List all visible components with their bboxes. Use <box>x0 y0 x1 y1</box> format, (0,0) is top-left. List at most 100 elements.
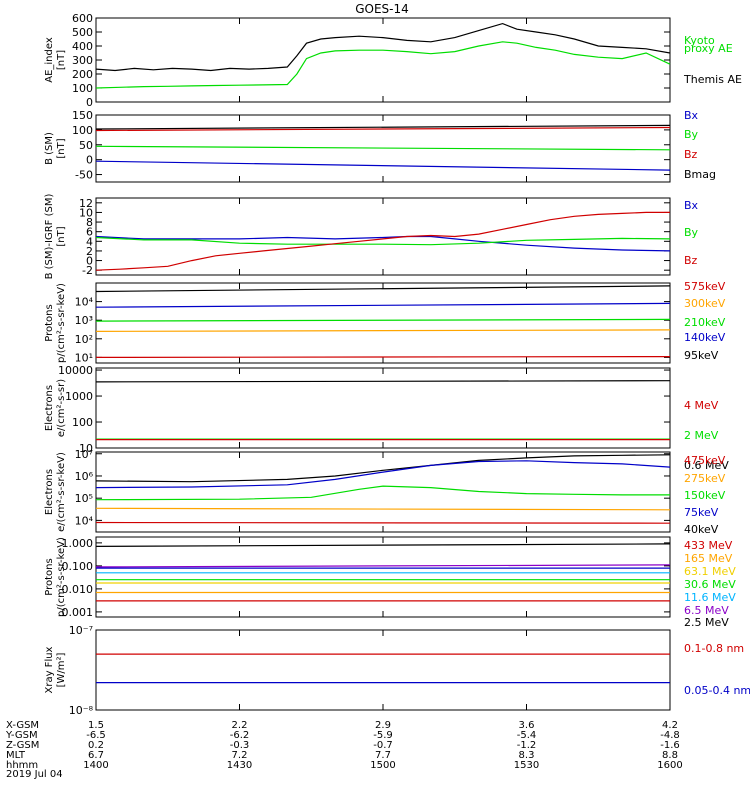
axis-row-value: 2.2 <box>232 720 248 731</box>
y-tick-label: 400 <box>72 40 93 53</box>
legend-entry: Kyoto <box>684 34 715 47</box>
legend-entry: 300keV <box>684 297 726 310</box>
series-line-green <box>95 318 671 322</box>
panel-8: 10⁻⁸ 10⁻⁷ Xray Flux [W/m²] 0.1-0.8 nm 0.05-0.… <box>44 624 750 717</box>
legend-entry: 575keV <box>684 280 726 293</box>
y-tick-label: 6 <box>86 226 93 239</box>
series-line-orange <box>95 507 671 511</box>
series-line-black <box>95 22 671 72</box>
panel-frame <box>95 17 671 103</box>
series-line-orange <box>95 329 671 332</box>
y-tick-label: 100 <box>72 82 93 95</box>
y-axis-label: p/(cm²-s-sr-keV) <box>56 537 67 617</box>
legend-entry: 4 MeV <box>684 399 719 412</box>
y-axis-label: B (SM) <box>44 132 55 165</box>
series-line-black <box>95 543 671 548</box>
y-axis-label: p/(cm²-s-sr-keV) <box>56 283 67 363</box>
y-tick-label: 200 <box>72 68 93 81</box>
series-line-green <box>95 41 671 89</box>
legend-entry: By <box>684 128 699 141</box>
y-tick-label: 0 <box>86 255 93 268</box>
series-line-black <box>95 454 671 483</box>
y-tick-label: 10⁻⁷ <box>69 624 93 637</box>
legend-entry: 6.5 MeV <box>684 604 729 617</box>
axis-row-value: 8.8 <box>662 750 678 761</box>
y-axis-label: Xray Flux <box>44 646 55 693</box>
panel-2: -50 0 50 100 150 B (SM) [nT] Bx By Bz Bmag <box>44 109 716 183</box>
axis-row-label: Y-GSM <box>5 730 38 741</box>
legend-entry: Bmag <box>684 168 716 181</box>
y-axis-label: B (SM)-IGRF (SM) <box>44 194 55 280</box>
axis-row-label: hhmm <box>6 760 38 771</box>
axis-row-value: 7.2 <box>232 750 248 761</box>
legend-entry: 75keV <box>684 506 719 519</box>
series-line-black <box>95 124 671 130</box>
axis-row-value: -5.9 <box>373 730 393 741</box>
legend-entry: 40keV <box>684 523 719 536</box>
panel-frame <box>95 367 671 449</box>
axis-row-label: MLT <box>6 750 26 761</box>
y-tick-label: 1.000 <box>62 537 94 550</box>
series-line-black <box>95 380 671 383</box>
y-tick-label: -2 <box>82 264 93 277</box>
y-axis-label: e/(cm²-s-sr-keV) <box>56 452 67 532</box>
legend-entry: Bz <box>684 254 698 267</box>
series-line-green <box>95 236 671 246</box>
y-tick-label: 10 <box>79 442 93 455</box>
legend-entry: 0.05-0.4 nm <box>684 684 750 697</box>
time-axis-block: X-GSM 1.5 2.2 2.9 3.6 4.2 Y-GSM -6.5 -6.2 -5.9 -5.… <box>5 720 683 780</box>
axis-row-value: 6.7 <box>88 750 104 761</box>
y-axis-label: e/(cm²-s-sr) <box>56 379 67 437</box>
axis-row-value: 1530 <box>514 760 539 771</box>
legend-entry: 30.6 MeV <box>684 578 736 591</box>
legend-entry: Bz <box>684 148 698 161</box>
series-line-red <box>95 211 670 271</box>
y-tick-label: 10000 <box>58 364 93 377</box>
y-tick-label: 0 <box>86 96 93 109</box>
legend-entry: 475keV <box>684 454 726 467</box>
y-axis-label: [W/m²] <box>56 652 67 687</box>
series-line-red <box>95 521 671 524</box>
axis-row-value: 0.2 <box>88 740 104 751</box>
series-line-green <box>95 485 670 501</box>
panel-frame <box>95 536 671 618</box>
legend-entry: 11.6 MeV <box>684 591 736 604</box>
axis-row-value: -5.4 <box>517 730 537 741</box>
y-tick-label: 10⁴ <box>75 514 94 527</box>
y-tick-label: 1000 <box>65 390 93 403</box>
series-line-black <box>95 285 671 293</box>
y-tick-label: 100 <box>72 416 93 429</box>
y-axis-label: [nT] <box>56 50 67 70</box>
y-tick-label: 12 <box>79 197 93 210</box>
axis-row-label: X-GSM <box>6 720 39 731</box>
y-axis-label: [nT] <box>56 138 67 158</box>
y-tick-label: 10⁷ <box>75 448 93 461</box>
axis-row-value: -0.3 <box>230 740 250 751</box>
axis-row-value: 1600 <box>657 760 682 771</box>
y-tick-label: 50 <box>79 139 93 152</box>
panel-7: 0.001 0.010 0.100 1.000 Protons p/(cm²-s-sr-k… <box>44 536 736 629</box>
axis-row-value: -1.2 <box>517 740 537 751</box>
y-tick-label: 0.010 <box>62 583 94 596</box>
y-tick-label: 10¹ <box>75 351 93 364</box>
panel-frame <box>95 282 671 364</box>
axis-row-value: 2.9 <box>375 720 391 731</box>
y-tick-label: 150 <box>72 109 93 122</box>
y-tick-label: 0.001 <box>62 606 94 619</box>
legend-entry: 2.5 MeV <box>684 616 729 629</box>
axis-row-value: 1500 <box>370 760 395 771</box>
axis-row-value: 8.3 <box>519 750 535 761</box>
legend-entry: 0.6 MeV <box>684 459 729 472</box>
y-tick-label: 4 <box>86 235 93 248</box>
panel-4: 10¹ 10² 10³ 10⁴ Protons p/(cm²-s-sr-keV) 575ke… <box>44 280 726 364</box>
y-tick-label: 2 <box>86 245 93 258</box>
axis-row-value: -6.2 <box>230 730 250 741</box>
legend-entry: 433 MeV <box>684 539 733 552</box>
legend-entry: Themis AE <box>683 73 742 86</box>
axis-row-value: -6.5 <box>86 730 106 741</box>
y-tick-label: 10³ <box>75 314 93 327</box>
panel-6: 10⁴ 10⁵ 10⁶ 10⁷ Electrons e/(cm²-s-sr-keV) 475… <box>44 448 726 536</box>
